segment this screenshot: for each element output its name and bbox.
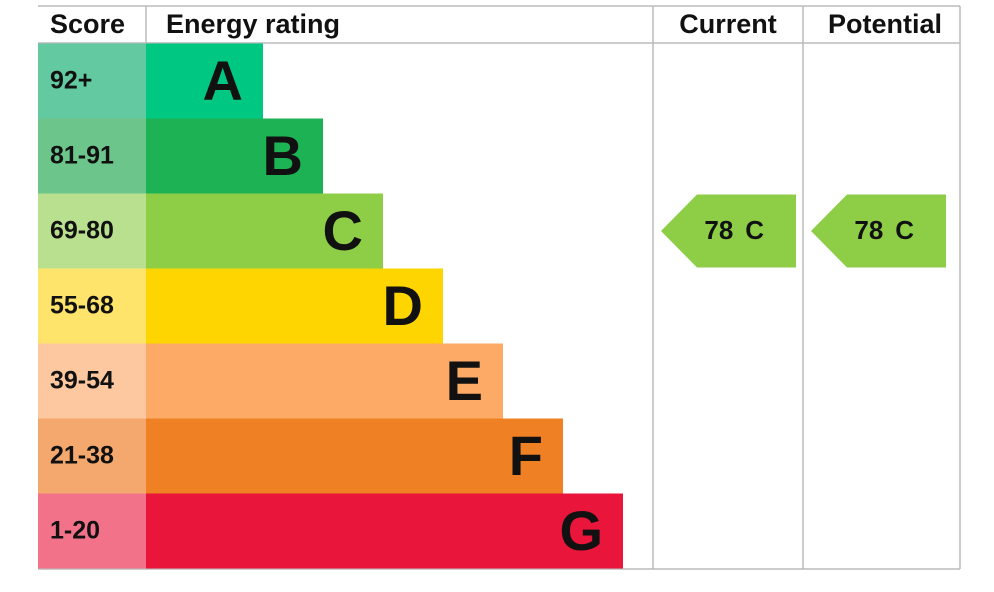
score-cell [38, 418, 146, 494]
score-cell [38, 268, 146, 344]
rating-bar [146, 43, 263, 119]
rating-bar [146, 118, 323, 194]
rating-bar [146, 343, 503, 419]
potential-score: 78 [854, 215, 883, 245]
rating-letter: A [203, 49, 243, 112]
header-rating: Energy rating [166, 9, 340, 39]
current-arrow [661, 194, 796, 268]
rating-bar [146, 493, 623, 569]
header-potential: Potential [828, 9, 942, 39]
rating-letter: G [559, 499, 603, 562]
score-range: 92+ [50, 67, 92, 95]
score-cell [38, 118, 146, 194]
score-cell [38, 43, 146, 119]
score-cell [38, 193, 146, 269]
score-range: 21-38 [50, 442, 114, 470]
rating-letter: E [446, 349, 483, 412]
score-range: 39-54 [50, 367, 114, 395]
header-current: Current [679, 9, 777, 39]
score-cell [38, 493, 146, 569]
rating-bar [146, 268, 443, 344]
potential-rating: C [895, 215, 914, 245]
rating-letter: C [323, 199, 363, 262]
potential-arrow [811, 194, 946, 268]
rating-bar [146, 418, 563, 494]
score-cell [38, 343, 146, 419]
score-range: 69-80 [50, 217, 114, 245]
score-range: 1-20 [50, 517, 100, 545]
current-rating: C [745, 215, 764, 245]
rating-letter: F [509, 424, 543, 487]
current-score: 78 [704, 215, 733, 245]
header-score: Score [50, 9, 125, 39]
rating-bar [146, 193, 383, 269]
rating-letter: B [263, 124, 303, 187]
score-range: 81-91 [50, 142, 114, 170]
rating-letter: D [383, 274, 423, 337]
score-range: 55-68 [50, 292, 114, 320]
